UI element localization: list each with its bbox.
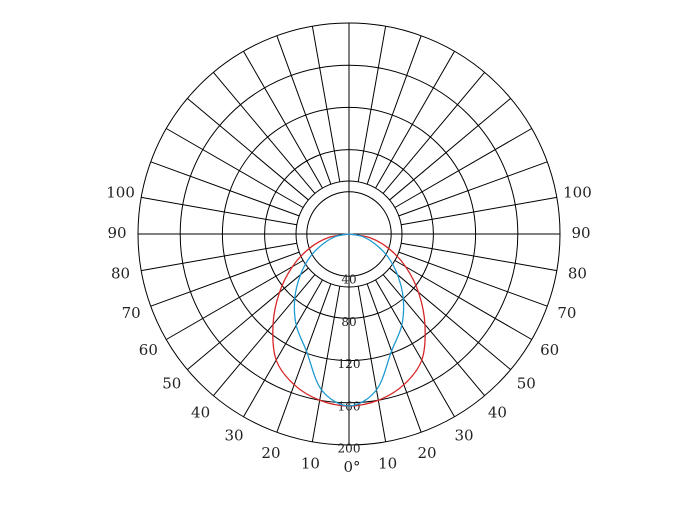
series-line [293, 233, 405, 407]
spoke [398, 161, 548, 217]
ring [179, 64, 519, 404]
theta-tick-label: 70 [557, 304, 576, 322]
spoke [389, 267, 511, 371]
r-tick-label: 120 [338, 357, 361, 371]
spoke [357, 286, 387, 442]
theta-tick-label: 100 [563, 183, 592, 201]
spoke [150, 161, 300, 217]
spoke [276, 283, 332, 433]
spoke [243, 279, 323, 417]
theta-tick-label: 20 [417, 444, 436, 462]
ring [264, 149, 434, 319]
spoke [389, 97, 511, 201]
spoke [366, 35, 422, 185]
theta-tick-label: 40 [488, 403, 507, 421]
spoke [311, 26, 341, 182]
spoke [212, 274, 316, 396]
theta-tick-label: 70 [122, 304, 141, 322]
ring [306, 191, 392, 277]
theta-tick-label: 90 [107, 224, 126, 242]
spoke [375, 279, 455, 417]
spoke [394, 128, 532, 208]
spoke [311, 286, 341, 442]
theta-tick-label: 80 [111, 265, 130, 283]
theta-tick-label: 100 [106, 183, 135, 201]
spoke [141, 242, 297, 272]
theta-tick-label: 10 [301, 454, 320, 472]
r-tick-label: 40 [341, 273, 356, 287]
ring [221, 106, 477, 362]
r-tick-label: 200 [338, 442, 361, 456]
spoke [166, 260, 304, 340]
theta-tick-label: 20 [261, 444, 280, 462]
r-tick-label: 80 [341, 315, 356, 329]
theta-tick-label: 80 [568, 265, 587, 283]
spoke [398, 251, 548, 307]
spoke [243, 51, 323, 189]
spoke [382, 274, 486, 396]
spoke [212, 72, 316, 194]
theta-tick-label: 50 [162, 374, 181, 392]
spoke [375, 51, 455, 189]
ring [137, 22, 561, 446]
theta-tick-label: 50 [517, 374, 536, 392]
spoke [276, 35, 332, 185]
spoke [401, 196, 557, 226]
theta-tick-label: 40 [191, 403, 210, 421]
theta-tick-label: 10 [378, 454, 397, 472]
theta-tick-label: 30 [454, 427, 473, 445]
spoke [357, 26, 387, 182]
spoke [141, 196, 297, 226]
theta-tick-label: 30 [224, 427, 243, 445]
spoke [187, 267, 309, 371]
spoke [382, 72, 486, 194]
spoke [394, 260, 532, 340]
spoke [366, 283, 422, 433]
theta-tick-label: 0° [343, 458, 360, 476]
theta-tick-label: 90 [571, 224, 590, 242]
spoke [187, 97, 309, 201]
theta-tick-label: 60 [139, 341, 158, 359]
spoke [150, 251, 300, 307]
theta-tick-label: 60 [540, 341, 559, 359]
spoke [166, 128, 304, 208]
spoke [401, 242, 557, 272]
